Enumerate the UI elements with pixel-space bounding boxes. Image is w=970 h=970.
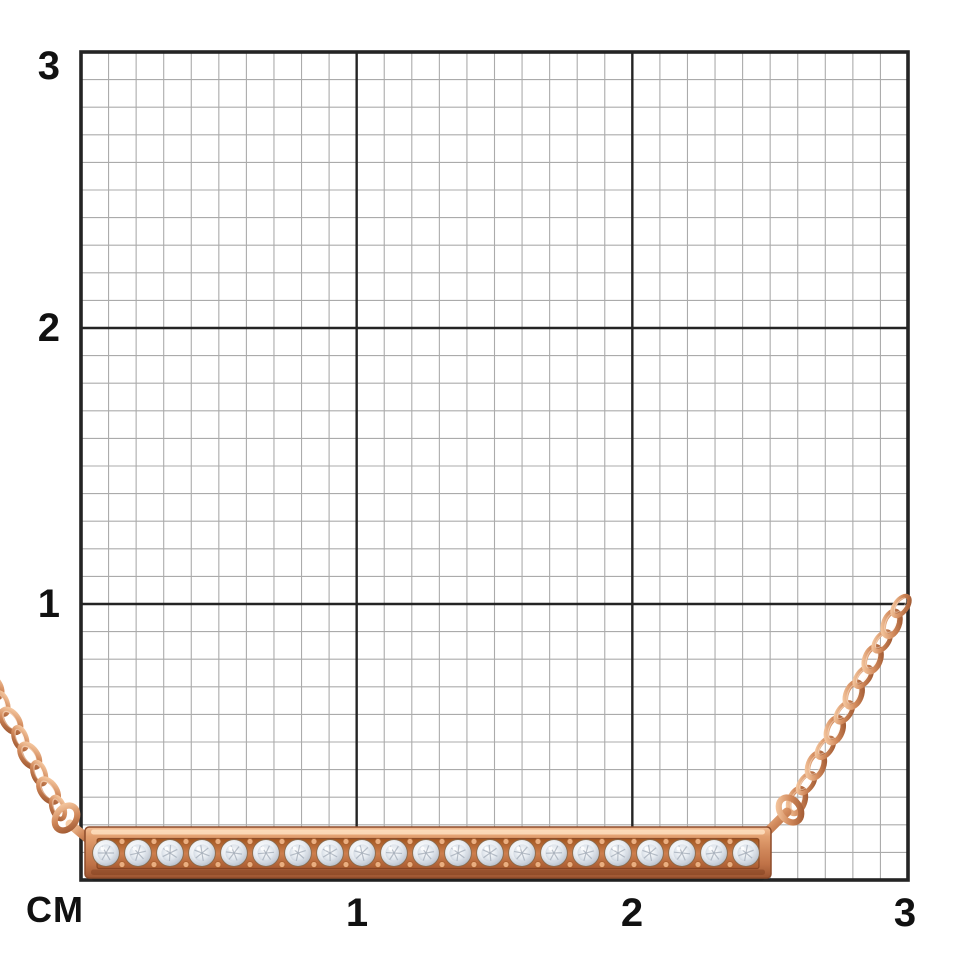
y-axis-label-2: 2 xyxy=(37,306,60,350)
pendant-diamonds xyxy=(92,838,760,868)
x-axis-label-3: 3 xyxy=(893,891,917,935)
necklace-chain-right xyxy=(785,593,912,817)
necklace-chain-left xyxy=(0,671,68,822)
y-axis-label-3: 3 xyxy=(37,44,60,88)
unit-label-cm: CM xyxy=(26,889,84,930)
grid-lines xyxy=(79,50,910,882)
x-axis-label-1: 1 xyxy=(345,891,369,935)
y-axis-label-1: 1 xyxy=(37,582,60,626)
x-axis-label-2: 2 xyxy=(620,891,644,935)
